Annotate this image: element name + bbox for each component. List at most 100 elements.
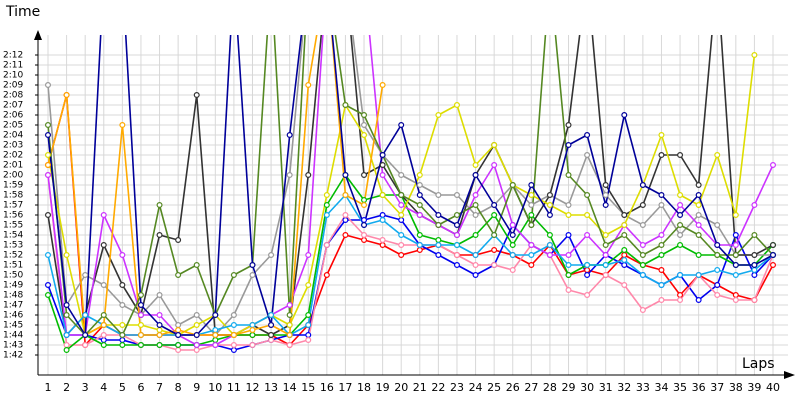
x-tick-label: 15 [301,381,315,394]
point [416,182,423,189]
y-tick-label: 1:44 [3,331,23,341]
x-tick-label: 39 [747,381,761,394]
point [379,162,386,169]
point [63,342,70,349]
y-tick-label: 2:05 [3,121,23,131]
point [695,297,702,304]
point [193,342,200,349]
point [677,232,684,239]
point [63,91,70,98]
point [714,292,721,299]
point [249,272,256,279]
point [416,172,423,179]
point [695,232,702,239]
x-tick-label: 7 [156,381,163,394]
point [565,272,572,279]
point [658,267,665,274]
point [472,252,479,259]
point [416,242,423,249]
x-tick-label: 29 [562,381,576,394]
point [732,252,739,259]
point [584,192,591,199]
point [565,252,572,259]
point [491,232,498,239]
point [491,142,498,149]
grid [38,35,788,375]
x-tick-label: 25 [487,381,501,394]
point [528,182,535,189]
point [342,232,349,239]
point [44,282,51,289]
point [435,222,442,229]
point [193,91,200,98]
point [528,242,535,249]
point [44,212,51,219]
point [658,202,665,209]
x-tick-label: 22 [431,381,445,394]
point [323,212,330,219]
point [584,292,591,299]
point [639,272,646,279]
point [398,212,405,219]
point [286,302,293,309]
point [658,232,665,239]
x-tick-label: 40 [766,381,780,394]
point [453,262,460,269]
point [546,192,553,199]
y-tick-label: 1:59 [3,181,23,191]
x-tick-label: 30 [580,381,594,394]
point [658,152,665,159]
series-line [47,35,774,346]
point [379,242,386,249]
point [44,132,51,139]
point [398,217,405,224]
point [509,252,516,259]
point [342,192,349,199]
point [156,292,163,299]
point [305,172,312,179]
point [175,272,182,279]
point [100,342,107,349]
series-line [47,35,774,336]
point [658,192,665,199]
point [677,152,684,159]
point [602,192,609,199]
point [398,172,405,179]
point [119,337,126,344]
point [453,242,460,249]
point [361,132,368,139]
point [44,172,51,179]
point [565,212,572,219]
point [732,262,739,269]
point [714,222,721,229]
y-tick-label: 2:07 [3,101,23,111]
point [44,121,51,128]
point [286,312,293,319]
point [565,287,572,294]
point [584,232,591,239]
x-tick-label: 9 [193,381,200,394]
point [472,212,479,219]
point [305,282,312,289]
y-tick-label: 2:00 [3,171,23,181]
point [435,212,442,219]
y-tick-label: 1:58 [3,191,23,201]
point [677,202,684,209]
point [565,232,572,239]
point [602,252,609,259]
point [44,162,51,169]
x-tick-label: 38 [729,381,743,394]
point [361,111,368,118]
point [714,152,721,159]
point [361,172,368,179]
point [472,162,479,169]
point [546,252,553,259]
point [602,262,609,269]
point [565,142,572,149]
point [379,81,386,88]
point [509,182,516,189]
y-tick-label: 2:04 [3,131,23,141]
x-tick-label: 10 [208,381,222,394]
point [677,272,684,279]
point [732,297,739,304]
